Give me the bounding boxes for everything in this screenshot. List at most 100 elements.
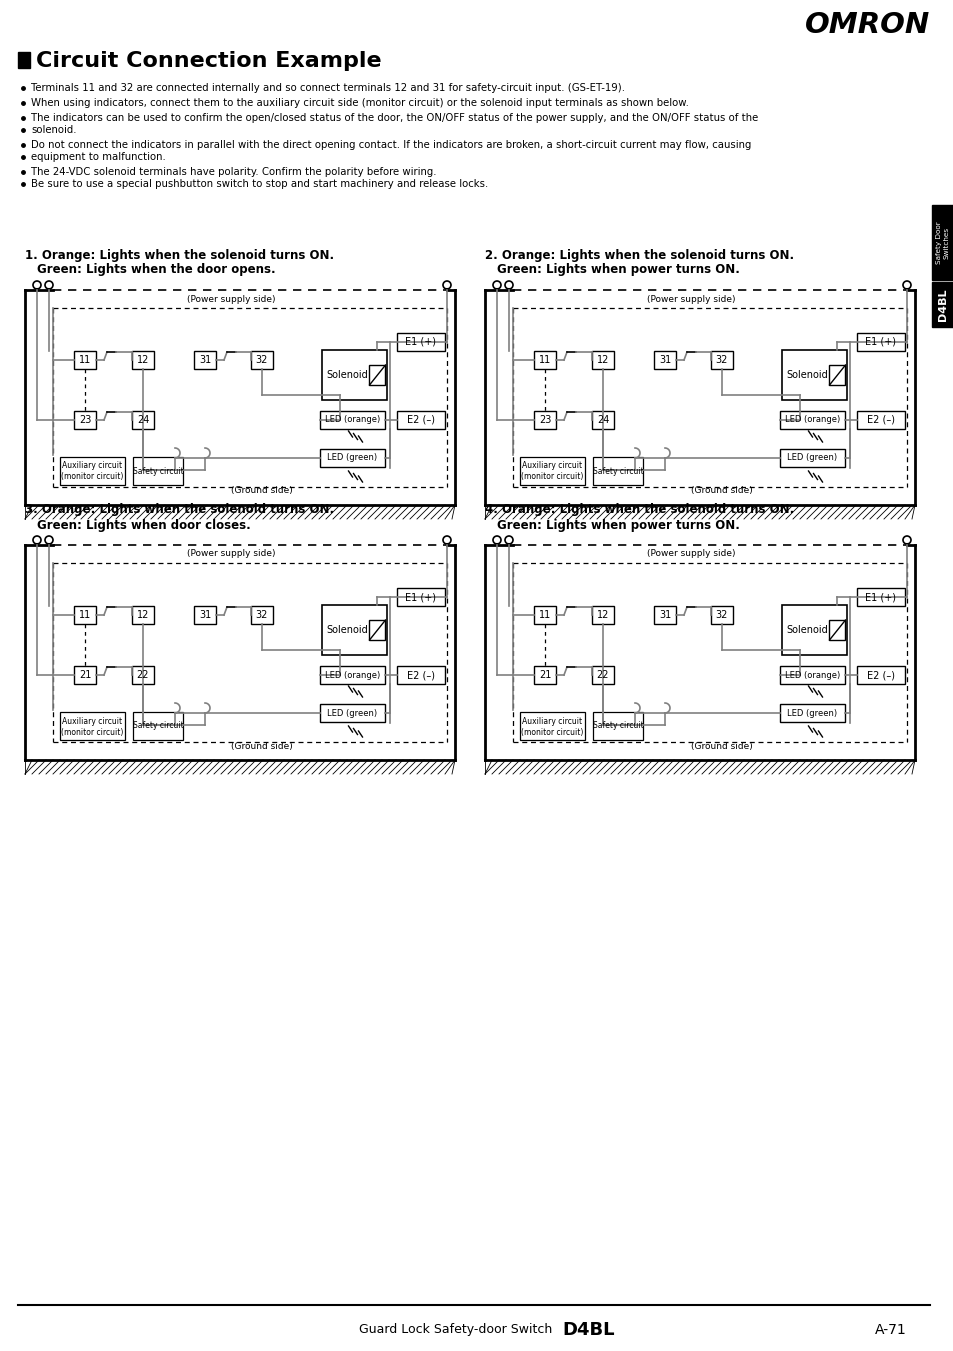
- Bar: [132, 607, 153, 624]
- Text: Solenoid: Solenoid: [785, 626, 827, 635]
- Text: D4BL: D4BL: [937, 288, 947, 320]
- Text: Safety circuit: Safety circuit: [592, 466, 642, 476]
- Text: 22: 22: [597, 670, 609, 680]
- Text: 32: 32: [715, 611, 727, 620]
- Bar: [319, 704, 385, 721]
- Text: When using indicators, connect them to the auxiliary circuit side (monitor circu: When using indicators, connect them to t…: [30, 99, 688, 108]
- Text: (Ground side): (Ground side): [231, 742, 292, 751]
- Bar: [534, 666, 556, 684]
- Text: Safety circuit: Safety circuit: [132, 466, 183, 476]
- Text: (monitor circuit): (monitor circuit): [61, 727, 124, 736]
- Bar: [592, 411, 614, 430]
- Text: Solenoid: Solenoid: [326, 370, 368, 380]
- Bar: [74, 666, 96, 684]
- Bar: [780, 449, 844, 467]
- Text: LED (green): LED (green): [327, 708, 377, 717]
- Text: (Power supply side): (Power supply side): [187, 550, 275, 558]
- Text: Solenoid: Solenoid: [785, 370, 827, 380]
- Bar: [322, 605, 387, 655]
- Bar: [74, 411, 96, 430]
- Bar: [322, 350, 387, 400]
- Text: LED (orange): LED (orange): [784, 416, 840, 424]
- Text: 31: 31: [659, 611, 670, 620]
- Text: Green: Lights when the door opens.: Green: Lights when the door opens.: [37, 263, 275, 277]
- Text: 21: 21: [538, 670, 551, 680]
- Bar: [828, 365, 844, 385]
- Bar: [18, 51, 30, 68]
- Text: 23: 23: [79, 415, 91, 426]
- Bar: [931, 205, 953, 280]
- Text: (Power supply side): (Power supply side): [646, 550, 735, 558]
- Text: E2 (–): E2 (–): [407, 670, 435, 680]
- Text: 32: 32: [715, 355, 727, 365]
- Bar: [369, 620, 385, 640]
- Bar: [132, 712, 183, 740]
- Text: Green: Lights when power turns ON.: Green: Lights when power turns ON.: [497, 263, 740, 277]
- Bar: [193, 351, 215, 369]
- Text: Solenoid: Solenoid: [326, 626, 368, 635]
- Bar: [856, 666, 904, 684]
- Text: Terminals 11 and 32 are connected internally and so connect terminals 12 and 31 : Terminals 11 and 32 are connected intern…: [30, 82, 624, 93]
- Text: (Power supply side): (Power supply side): [187, 295, 275, 304]
- Text: E2 (–): E2 (–): [866, 670, 894, 680]
- Bar: [74, 351, 96, 369]
- Text: OMRON: OMRON: [804, 11, 929, 39]
- Bar: [781, 605, 846, 655]
- Bar: [369, 365, 385, 385]
- Bar: [534, 351, 556, 369]
- Text: 12: 12: [597, 611, 609, 620]
- Text: E1 (+): E1 (+): [864, 336, 896, 347]
- Bar: [828, 620, 844, 640]
- Text: A-71: A-71: [874, 1323, 905, 1337]
- Text: The indicators can be used to confirm the open/closed status of the door, the ON: The indicators can be used to confirm th…: [30, 113, 758, 123]
- Text: (Ground side): (Ground side): [690, 486, 752, 496]
- Bar: [592, 607, 614, 624]
- Bar: [396, 332, 444, 351]
- Bar: [319, 666, 385, 684]
- Text: 32: 32: [255, 355, 268, 365]
- Bar: [856, 588, 904, 607]
- Text: E2 (–): E2 (–): [407, 415, 435, 426]
- Text: Green: Lights when power turns ON.: Green: Lights when power turns ON.: [497, 519, 740, 531]
- Text: Safety Door
Switches: Safety Door Switches: [936, 222, 948, 263]
- Text: 21: 21: [79, 670, 91, 680]
- Text: 23: 23: [538, 415, 551, 426]
- Bar: [710, 607, 732, 624]
- Text: Auxiliary circuit: Auxiliary circuit: [62, 716, 122, 725]
- Text: (Ground side): (Ground side): [690, 742, 752, 751]
- Text: E1 (+): E1 (+): [864, 592, 896, 603]
- Text: (monitor circuit): (monitor circuit): [520, 727, 583, 736]
- Text: 11: 11: [79, 611, 91, 620]
- Bar: [534, 411, 556, 430]
- Text: Be sure to use a special pushbutton switch to stop and start machinery and relea: Be sure to use a special pushbutton swit…: [30, 178, 488, 189]
- Text: Safety circuit: Safety circuit: [592, 721, 642, 731]
- Text: Do not connect the indicators in parallel with the direct opening contact. If th: Do not connect the indicators in paralle…: [30, 141, 751, 150]
- Bar: [592, 351, 614, 369]
- Text: LED (green): LED (green): [786, 454, 837, 462]
- Text: 12: 12: [136, 611, 149, 620]
- Bar: [74, 607, 96, 624]
- Text: solenoid.: solenoid.: [30, 126, 76, 135]
- Bar: [780, 666, 844, 684]
- Text: 31: 31: [198, 355, 211, 365]
- Text: Green: Lights when door closes.: Green: Lights when door closes.: [37, 519, 251, 531]
- Text: Guard Lock Safety-door Switch: Guard Lock Safety-door Switch: [358, 1324, 559, 1336]
- Text: 32: 32: [255, 611, 268, 620]
- Bar: [593, 457, 642, 485]
- Text: Auxiliary circuit: Auxiliary circuit: [522, 462, 582, 470]
- Bar: [519, 457, 584, 485]
- Bar: [781, 350, 846, 400]
- Text: 3. Orange: Lights when the solenoid turns ON.: 3. Orange: Lights when the solenoid turn…: [25, 504, 334, 516]
- Text: D4BL: D4BL: [561, 1321, 614, 1339]
- Bar: [251, 607, 273, 624]
- Text: (Power supply side): (Power supply side): [646, 295, 735, 304]
- Text: LED (green): LED (green): [327, 454, 377, 462]
- Bar: [780, 411, 844, 430]
- Text: Auxiliary circuit: Auxiliary circuit: [62, 462, 122, 470]
- Bar: [193, 607, 215, 624]
- Text: Circuit Connection Example: Circuit Connection Example: [36, 51, 381, 72]
- Bar: [856, 332, 904, 351]
- Text: equipment to malfunction.: equipment to malfunction.: [30, 153, 166, 162]
- Text: 11: 11: [538, 355, 551, 365]
- Bar: [319, 411, 385, 430]
